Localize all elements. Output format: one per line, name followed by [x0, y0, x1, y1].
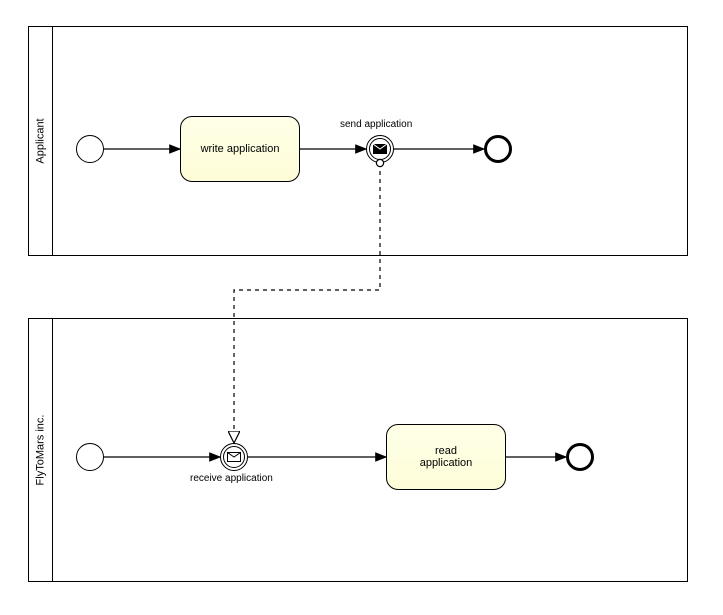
task-read-application: read application	[386, 424, 506, 490]
start-event-flytomars	[76, 443, 104, 471]
event-label-receive: receive application	[190, 473, 273, 484]
envelope-open-icon	[227, 452, 241, 462]
start-event-applicant	[76, 135, 104, 163]
event-receive-application	[220, 443, 248, 471]
envelope-filled-icon	[373, 144, 387, 154]
end-event-flytomars	[566, 443, 594, 471]
event-send-application	[366, 135, 394, 163]
task-write-application: write application	[180, 116, 300, 182]
pool-label-flytomars: FlyToMars inc.	[29, 319, 53, 581]
end-event-applicant	[484, 135, 512, 163]
pool-applicant: Applicant	[28, 26, 688, 256]
bpmn-canvas: Applicant FlyToMars inc. write applicati…	[0, 0, 723, 615]
task-label: read application	[420, 445, 473, 469]
event-label-send: send application	[340, 119, 412, 130]
pool-label-text: FlyToMars inc.	[35, 415, 47, 486]
task-label: write application	[201, 143, 280, 155]
pool-label-applicant: Applicant	[29, 27, 53, 255]
pool-label-text: Applicant	[35, 118, 47, 163]
